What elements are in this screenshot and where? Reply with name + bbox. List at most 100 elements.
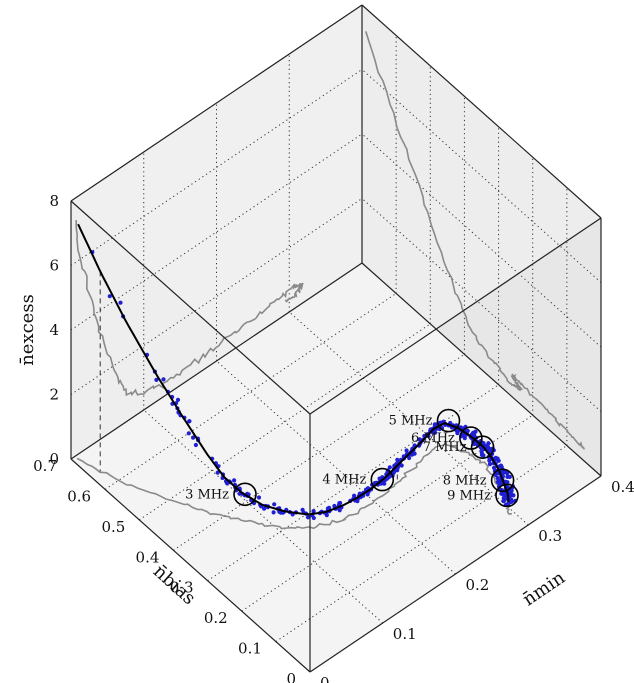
- fit-curve-group: [77, 223, 510, 516]
- y-tick-label: 0.3: [170, 579, 194, 597]
- data-point: [498, 463, 504, 468]
- x-tick-label: 0.1: [393, 625, 417, 643]
- data-point: [417, 437, 422, 442]
- data-point: [508, 490, 513, 495]
- frequency-marker-label: 4 MHz: [322, 473, 366, 488]
- data-point: [502, 491, 508, 496]
- z-tick-label: 6: [49, 257, 59, 275]
- data-point: [191, 435, 196, 440]
- x-tick-label: 0.3: [538, 527, 562, 545]
- data-point: [495, 456, 500, 461]
- data-point: [382, 481, 387, 486]
- data-point: [107, 294, 112, 299]
- data-point: [507, 474, 512, 479]
- frequency-marker-label: 5 MHz: [389, 414, 433, 429]
- frequency-marker-circle: [490, 468, 515, 493]
- y-tick-label: 0: [286, 670, 296, 683]
- data-point: [118, 300, 123, 305]
- data-point: [508, 499, 514, 504]
- frequency-marker-circle: [436, 408, 461, 433]
- x-tick-label: 0: [320, 674, 330, 683]
- y-tick-label: 0.4: [136, 548, 160, 566]
- frequency-marker-circle: [233, 482, 257, 507]
- data-point: [491, 465, 497, 470]
- y-tick-label: 0.5: [101, 518, 125, 536]
- data-point: [272, 502, 277, 507]
- data-point: [407, 455, 412, 461]
- box-edge: [70, 458, 311, 673]
- frequency-marker-label: 3 MHz: [185, 487, 229, 502]
- data-point: [387, 465, 392, 470]
- x-tick-label: 0.2: [466, 576, 490, 594]
- data-point: [501, 499, 506, 504]
- data-point: [154, 377, 159, 382]
- data-point: [232, 478, 237, 483]
- frequency-marker-circle: [459, 426, 483, 450]
- x-tick-label: 0.4: [611, 478, 634, 496]
- floor-plane: [71, 263, 601, 672]
- data-point: [338, 500, 343, 506]
- z-tick-label: 8: [49, 192, 59, 210]
- data-point: [327, 505, 332, 510]
- frequency-marker-label: 6 MHz: [411, 431, 455, 446]
- box-edge: [70, 200, 311, 415]
- y-tick-label: 0.2: [204, 609, 228, 627]
- data-point: [487, 462, 493, 467]
- frequency-marker-label: 8 MHz: [443, 473, 487, 488]
- y-tick-label: 0.6: [67, 487, 91, 505]
- shadow-floor: [76, 443, 512, 530]
- frequency-marker-circle: [370, 467, 395, 492]
- top-plane: [71, 5, 601, 414]
- data-point: [215, 470, 220, 475]
- data-point: [271, 510, 276, 515]
- data-point: [186, 431, 191, 436]
- shadow-right-wall: [365, 31, 586, 450]
- data-point: [187, 419, 192, 424]
- data-point: [256, 495, 262, 500]
- fit-curve: [77, 223, 510, 516]
- projection-shadows: [75, 31, 586, 530]
- grid-line: [143, 409, 384, 624]
- frequency-marker-label: 7 MHz: [423, 440, 467, 455]
- data-point: [503, 480, 509, 485]
- z-tick-label: 4: [49, 321, 59, 339]
- box-edge: [309, 475, 602, 673]
- shadow-back-wall: [75, 220, 304, 397]
- data-point: [161, 377, 166, 382]
- data-point: [311, 509, 316, 514]
- box-edge: [309, 217, 602, 415]
- grid-line: [288, 311, 529, 526]
- frequency-marker-circle: [495, 483, 519, 508]
- data-point: [481, 441, 486, 446]
- box-front-edges: [70, 200, 602, 673]
- grid-line: [361, 69, 602, 283]
- frequency-marker-circle: [470, 435, 495, 460]
- data-point: [175, 397, 181, 402]
- data-point: [193, 442, 198, 448]
- z-tick-label: 0: [49, 450, 59, 468]
- x-axis-title: n̄min: [519, 567, 569, 610]
- box-walls: [70, 4, 602, 672]
- grid-line: [361, 133, 602, 348]
- data-point: [479, 452, 485, 458]
- grid-lines: [70, 35, 602, 642]
- y-tick-label: 0.1: [238, 640, 262, 658]
- z-axis-title: n̄excess: [17, 294, 38, 366]
- data-point: [404, 448, 409, 453]
- z-tick-label: 2: [49, 386, 59, 404]
- data-point: [391, 470, 396, 475]
- data-point: [311, 515, 316, 521]
- box-edge: [361, 262, 602, 477]
- data-point: [473, 429, 478, 434]
- frequency-marker-label: 9 MHz: [447, 488, 491, 503]
- y-tick-label: 0.7: [33, 457, 57, 475]
- box-edge: [361, 4, 602, 219]
- grid-line: [216, 360, 456, 575]
- data-point: [332, 503, 337, 509]
- data-point: [486, 441, 491, 446]
- box-edge: [70, 4, 363, 202]
